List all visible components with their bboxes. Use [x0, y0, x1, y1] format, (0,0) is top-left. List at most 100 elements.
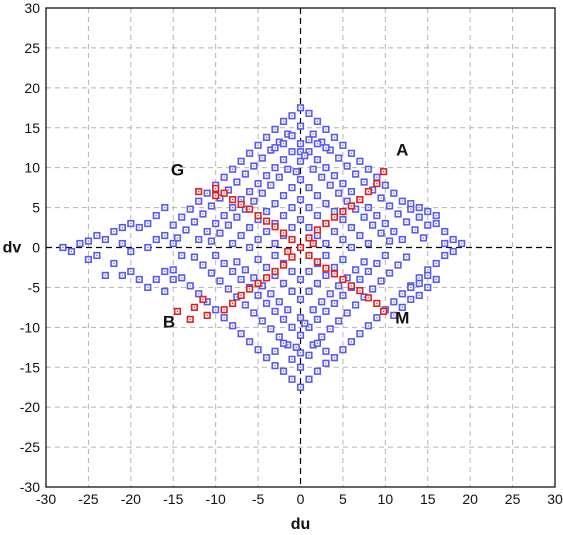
data-point-blue: [313, 140, 322, 148]
data-point-red: [373, 299, 381, 307]
data-point-blue: [305, 323, 313, 331]
data-point-red: [203, 311, 211, 319]
data-point-blue: [127, 267, 135, 276]
data-point-blue: [364, 239, 372, 248]
data-point-blue: [394, 210, 402, 218]
data-point-blue: [373, 211, 381, 220]
y-tick-label: 5: [32, 200, 40, 216]
data-point-blue: [373, 314, 381, 322]
x-tick-label: -10: [206, 491, 226, 507]
data-point-blue: [424, 283, 432, 292]
data-point-blue: [288, 267, 296, 276]
data-point-blue: [254, 346, 262, 354]
data-point-blue: [352, 301, 360, 309]
data-point-blue: [415, 274, 423, 282]
data-point-blue: [195, 290, 203, 298]
data-point-blue: [220, 259, 228, 268]
x-tick-label: 0: [297, 491, 305, 507]
data-point-blue: [127, 247, 135, 256]
data-point-blue: [169, 221, 177, 229]
data-point-blue: [237, 330, 245, 338]
data-points: [59, 104, 466, 391]
data-point-blue: [195, 197, 203, 205]
data-point-red: [220, 189, 228, 197]
data-point-blue: [322, 239, 330, 248]
data-point-blue: [309, 165, 317, 173]
data-point-blue: [432, 275, 440, 284]
data-point-blue: [373, 259, 381, 268]
data-point-blue: [339, 291, 347, 300]
data-point-blue: [233, 258, 241, 266]
y-tick-label: 25: [24, 40, 40, 56]
data-point-blue: [449, 235, 457, 244]
y-tick-label: 0: [32, 240, 40, 256]
data-point-blue: [67, 247, 76, 256]
data-point-blue: [330, 354, 339, 362]
data-point-red: [195, 188, 203, 196]
y-tick-label: 15: [24, 120, 40, 136]
data-point-blue: [364, 203, 372, 212]
data-point-blue: [229, 322, 237, 330]
data-point-blue: [339, 255, 347, 264]
y-tick-label: -15: [20, 359, 40, 375]
data-point-blue: [246, 223, 254, 232]
data-point-blue: [318, 173, 326, 181]
data-point-blue: [229, 267, 237, 276]
data-point-blue: [279, 192, 288, 200]
x-tick-label: 30: [547, 491, 563, 507]
data-point-blue: [203, 189, 211, 197]
data-point-blue: [402, 253, 411, 261]
data-point-blue: [322, 271, 330, 280]
data-point-blue: [250, 162, 258, 170]
data-point-blue: [335, 282, 343, 290]
data-point-blue: [254, 291, 262, 300]
data-point-blue: [330, 263, 339, 272]
data-point-blue: [246, 243, 254, 252]
data-point-blue: [169, 275, 177, 284]
data-point-blue: [432, 211, 440, 220]
data-point-red: [199, 295, 207, 303]
data-point-blue: [279, 315, 288, 323]
data-point-blue: [441, 251, 449, 260]
data-point-blue: [271, 362, 279, 370]
data-point-blue: [424, 271, 432, 280]
data-point-red: [322, 219, 330, 228]
annotation-label: B: [163, 312, 175, 331]
y-tick-label: -25: [20, 439, 40, 455]
data-point-blue: [275, 333, 283, 341]
data-point-red: [262, 217, 271, 225]
x-tick-label: -30: [36, 491, 56, 507]
data-point-blue: [419, 234, 428, 242]
x-tick-label: -5: [252, 491, 265, 507]
data-point-blue: [394, 261, 402, 269]
data-point-red: [254, 279, 262, 288]
data-point-blue: [398, 303, 406, 311]
data-point-blue: [254, 141, 262, 149]
data-point-blue: [182, 226, 190, 234]
data-point-blue: [335, 189, 343, 197]
y-tick-labels: 30 25 20 15 10 5 0 -5 -10 -15 -20 -25 -30: [20, 0, 40, 495]
data-point-red: [373, 180, 381, 188]
data-point-blue: [313, 117, 322, 125]
data-point-blue: [398, 235, 406, 244]
data-point-blue: [233, 178, 241, 186]
data-point-blue: [262, 207, 271, 216]
data-point-blue: [207, 237, 216, 245]
data-point-blue: [246, 188, 254, 196]
data-point-blue: [330, 227, 339, 236]
data-point-blue: [318, 298, 326, 306]
data-point-blue: [305, 184, 313, 192]
data-point-red: [279, 229, 288, 237]
data-point-blue: [199, 210, 207, 218]
data-point-blue: [360, 178, 368, 186]
x-tick-label: 5: [339, 491, 347, 507]
data-point-red: [322, 264, 330, 272]
data-point-blue: [296, 383, 305, 391]
data-point-blue: [305, 267, 313, 276]
data-point-blue: [381, 251, 389, 260]
data-point-red: [212, 192, 220, 200]
data-point-blue: [305, 223, 313, 232]
data-point-blue: [288, 223, 296, 232]
data-point-blue: [296, 314, 305, 322]
